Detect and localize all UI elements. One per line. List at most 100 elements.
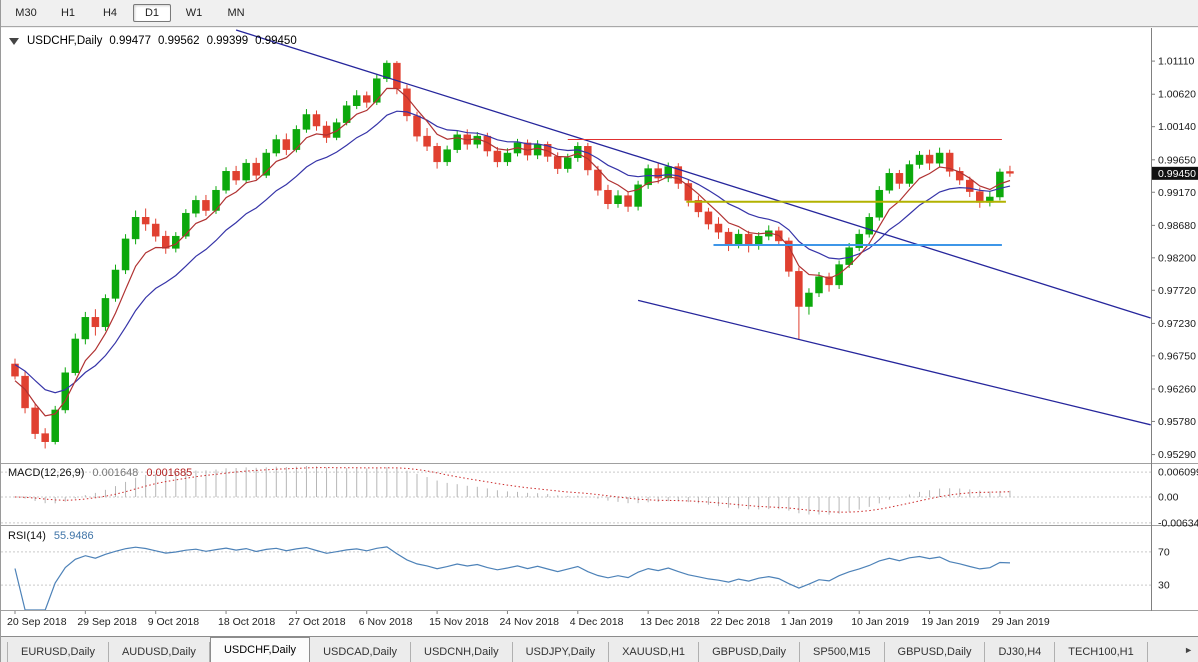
rsi-indicator-label: RSI(14) 55.9486	[8, 530, 94, 542]
chart-tab-bar: EURUSD,Daily AUDUSD,Daily USDCHF,Daily USDC…	[1, 636, 1198, 662]
chart-tab-xauusd-h1-6[interactable]: XAUUSD,H1	[609, 642, 700, 662]
candle-body	[121, 238, 130, 271]
descending-trendline-upper[interactable]	[235, 29, 1151, 319]
price-chart-canvas[interactable]: 1.01110 1.00620 1.00140 0.99650 0.99170 0.986…	[1, 28, 1198, 636]
candle-body	[302, 114, 311, 130]
date-label: 13 Dec 2018	[640, 616, 700, 628]
candle-body	[785, 240, 793, 272]
date-label: 29 Sep 2018	[77, 616, 137, 628]
rsi-line	[14, 546, 1011, 611]
candle-body	[925, 154, 934, 164]
chart-tab-eurusd-daily-0[interactable]: EURUSD,Daily	[7, 642, 109, 662]
chart-tab-usdcnh-daily-4[interactable]: USDCNH,Daily	[411, 642, 513, 662]
candle-body	[202, 200, 210, 211]
price-scale-label: 0.96750	[1158, 350, 1196, 362]
price-scale-label: 1.00620	[1158, 89, 1196, 101]
candle-body	[101, 298, 110, 328]
chart-tab-tech100-h1-11[interactable]: TECH100,H1	[1055, 642, 1148, 662]
candle-body	[1006, 171, 1014, 174]
candle-body	[684, 183, 693, 201]
date-label: 24 Nov 2018	[499, 616, 559, 628]
candle-body	[81, 317, 90, 340]
candle-body	[272, 139, 281, 154]
chart-area[interactable]: 1.01110 1.00620 1.00140 0.99650 0.99170 0.986…	[1, 28, 1198, 636]
candle-body	[714, 223, 723, 233]
candle-body	[182, 212, 190, 237]
timeframe-button-m30[interactable]: M30	[15, 7, 37, 19]
candle-body	[111, 269, 120, 299]
chart-tab-audusd-daily-1[interactable]: AUDUSD,Daily	[109, 642, 210, 662]
price-scale-label: 0.99170	[1158, 187, 1196, 199]
candle-body	[614, 195, 622, 204]
candle-body	[131, 217, 140, 240]
candle-body	[875, 189, 884, 218]
timeframe-button-d1[interactable]: D1	[133, 4, 171, 22]
timeframe-button-w1[interactable]: W1	[185, 7, 203, 19]
candle-body	[825, 276, 833, 286]
price-scale-background	[1152, 28, 1198, 636]
chart-tab-dj30-h4-10[interactable]: DJ30,H4	[985, 642, 1056, 662]
descending-trendline-lower[interactable]	[637, 299, 1151, 426]
macd-name: MACD(12,26,9)	[8, 467, 85, 479]
macd-value-signal: 0.001685	[146, 467, 193, 479]
date-label: 20 Sep 2018	[7, 616, 67, 628]
timeframe-button-h4[interactable]: H4	[102, 7, 118, 19]
current-price-label: 0.99450	[1158, 168, 1196, 180]
price-scale-label: 0.95780	[1158, 416, 1196, 428]
price-scale-label: 0.96260	[1158, 383, 1196, 395]
candle-body	[91, 317, 100, 328]
chart-tab-usdjpy-daily-5[interactable]: USDJPY,Daily	[513, 642, 610, 662]
candle-body	[11, 363, 19, 377]
ohlc-close: 0.99450	[255, 35, 297, 47]
date-label: 29 Jan 2019	[992, 616, 1050, 628]
candle-body	[604, 189, 612, 204]
chart-tab-sp500-m15-8[interactable]: SP500,M15	[800, 642, 885, 662]
price-scale-label: 0.97230	[1158, 318, 1196, 330]
macd-scale-label: 0.006099	[1158, 467, 1198, 479]
candle-body	[242, 162, 250, 181]
rsi-scale-label: 30	[1158, 580, 1170, 592]
chart-tab-gbpusd-daily-7[interactable]: GBPUSD,Daily	[699, 642, 801, 662]
rsi-value: 55.9486	[53, 530, 94, 542]
candle-body	[413, 115, 421, 137]
tab-scroll-right-icon[interactable]: ►	[1184, 645, 1193, 655]
rsi-scale-label: 70	[1158, 546, 1170, 558]
candle-body	[634, 184, 642, 207]
macd-scale-label: 0.00	[1158, 492, 1179, 504]
date-label: 9 Oct 2018	[148, 616, 200, 628]
candle-body	[885, 173, 894, 191]
candle-body	[493, 150, 502, 163]
chart-background	[1, 28, 1198, 636]
candle-body	[533, 144, 542, 156]
timeframe-button-h1[interactable]: H1	[60, 7, 76, 19]
rsi-name: RSI(14)	[8, 530, 46, 542]
candle-body	[915, 154, 924, 165]
candle-body	[51, 409, 59, 442]
candle-body	[252, 162, 260, 176]
candle-body	[332, 122, 341, 138]
date-label: 6 Nov 2018	[359, 616, 413, 628]
candle-body	[564, 157, 572, 169]
candle-body	[453, 134, 461, 150]
chart-symbol-icon	[9, 37, 19, 45]
price-scale-label: 0.98200	[1158, 252, 1196, 264]
candle-body	[222, 171, 230, 191]
ohlc-open: 0.99477	[109, 35, 151, 47]
date-label: 27 Oct 2018	[288, 616, 345, 628]
chart-tab-gbpusd-daily-9[interactable]: GBPUSD,Daily	[885, 642, 986, 662]
date-label: 4 Dec 2018	[570, 616, 624, 628]
timeframe-button-mn[interactable]: MN	[227, 7, 245, 19]
candle-body	[945, 152, 954, 172]
candle-body	[232, 171, 240, 181]
candle-body	[955, 171, 964, 181]
chart-tab-usdcad-daily-3[interactable]: USDCAD,Daily	[310, 642, 412, 662]
price-scale-label: 0.95290	[1158, 449, 1196, 461]
chart-tab-usdchf-daily-2[interactable]: USDCHF,Daily	[209, 637, 311, 662]
candle-body	[724, 231, 733, 245]
candle-body	[966, 179, 974, 192]
chart-tabs: EURUSD,Daily AUDUSD,Daily USDCHF,Daily USDC…	[7, 637, 1148, 662]
candle-body	[151, 223, 160, 237]
candle-body	[352, 95, 361, 106]
candle-body	[905, 164, 914, 184]
